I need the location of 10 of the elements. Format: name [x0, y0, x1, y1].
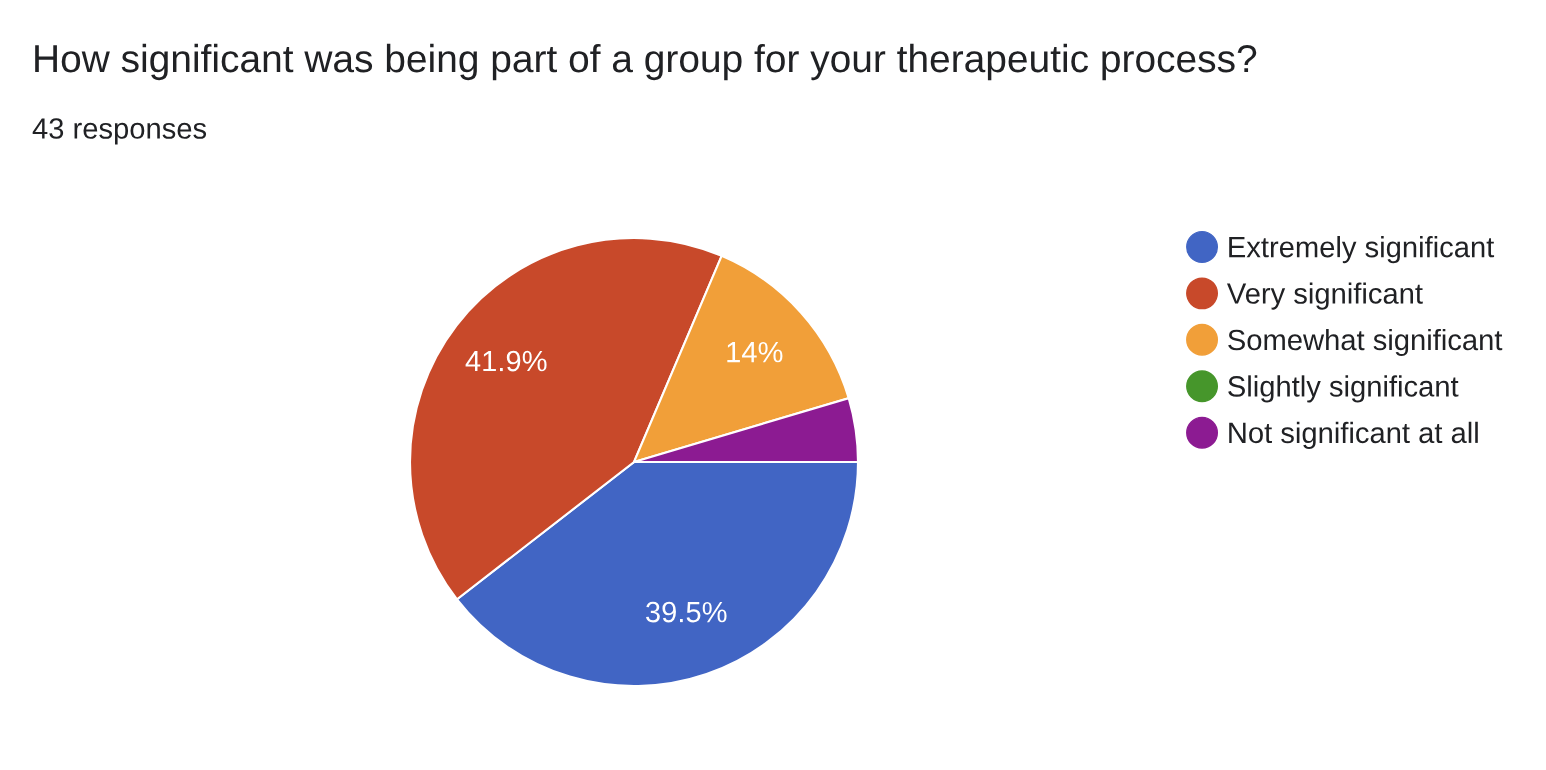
legend-label: Extremely significant [1229, 236, 1495, 264]
chart-title: How significant was being part of a group for your therapeutic process? [35, 43, 1257, 81]
legend-label: Slightly significant [1228, 375, 1459, 403]
text: 43 responses [32, 118, 207, 145]
data-label: 41.9% [465, 350, 547, 372]
legend-label: Not significant at all [1229, 421, 1478, 449]
legend-label: Very significant [1226, 282, 1423, 310]
data-label: 39.5% [646, 601, 727, 623]
data-label: 14% [727, 341, 783, 363]
legend-label: Somewhat significant [1228, 328, 1503, 357]
